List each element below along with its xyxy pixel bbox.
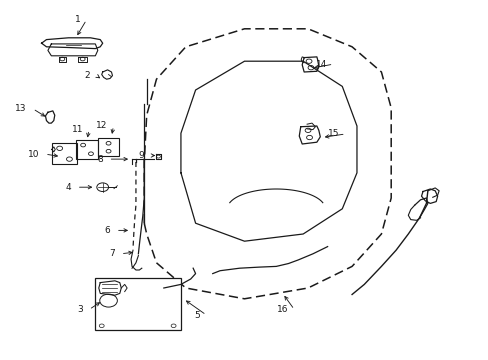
Text: 2: 2 [84,71,90,80]
Text: 11: 11 [71,125,83,134]
Bar [95,278,181,330]
Text: 15: 15 [327,129,339,138]
Bar [52,143,77,164]
Text: 5: 5 [194,310,200,320]
Text: 16: 16 [276,305,288,314]
Text: 7: 7 [109,249,115,258]
Text: 10: 10 [27,150,39,158]
Text: 13: 13 [15,104,27,113]
Text: 4: 4 [65,183,71,192]
Bar [98,138,119,156]
Text: 8: 8 [97,154,102,163]
Text: 12: 12 [96,122,107,130]
Bar [76,140,98,159]
Text: 9: 9 [138,151,144,160]
Text: 14: 14 [316,60,327,69]
Text: 6: 6 [104,226,110,235]
Text: 3: 3 [77,305,83,314]
Text: 1: 1 [75,15,81,24]
